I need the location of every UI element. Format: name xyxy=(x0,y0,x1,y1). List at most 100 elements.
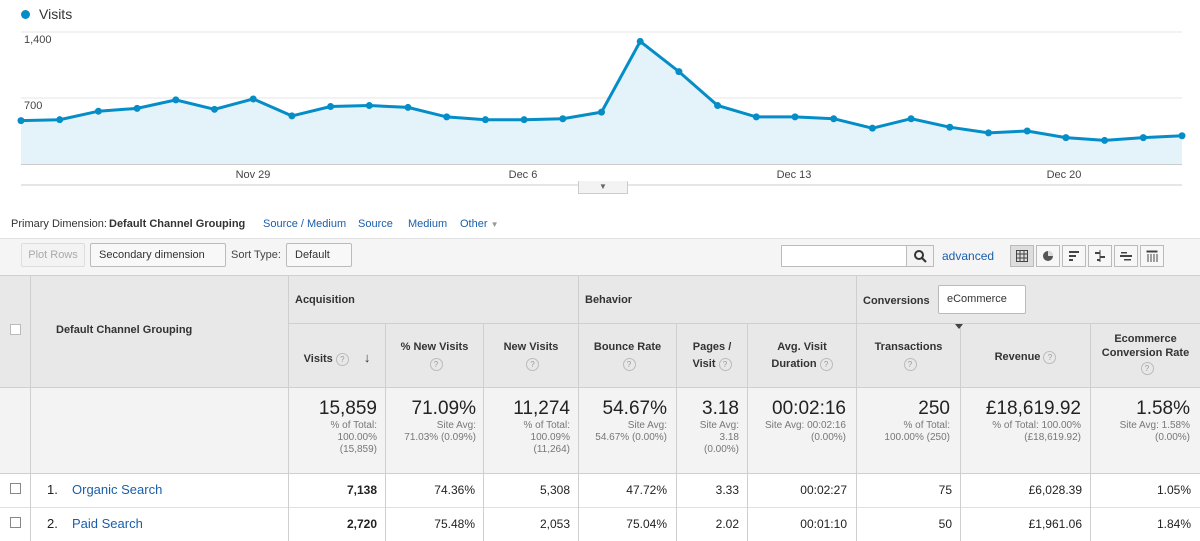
col-new-visits[interactable]: New Visits? xyxy=(484,339,578,373)
data-point[interactable] xyxy=(249,95,257,103)
pie-chart-icon xyxy=(1043,251,1053,261)
data-point[interactable] xyxy=(481,116,489,124)
data-point[interactable] xyxy=(675,68,683,76)
data-point[interactable] xyxy=(1023,127,1031,135)
help-icon[interactable]: ? xyxy=(718,357,732,371)
data-point[interactable] xyxy=(1062,134,1070,142)
col-avg-duration-label-2: Duration xyxy=(771,358,817,370)
data-point[interactable] xyxy=(791,113,799,121)
data-point[interactable] xyxy=(443,113,451,121)
chart-collapse-handle[interactable]: ▼ xyxy=(578,181,628,194)
dim-link-source-medium[interactable]: Source / Medium xyxy=(263,218,347,230)
total-revenue: £18,619.92 % of Total: 100.00% (£18,619.… xyxy=(961,398,1081,444)
row-cell-bounce: 75.04% xyxy=(626,517,667,531)
legend-label[interactable]: Visits xyxy=(39,6,73,22)
col-avg-duration[interactable]: Avg. Visit Duration? xyxy=(748,339,856,373)
conversions-goal-dropdown[interactable]: eCommerce xyxy=(938,285,1026,329)
col-pages-visit[interactable]: Pages / Visit? xyxy=(677,339,747,373)
plot-rows-button[interactable]: Plot Rows xyxy=(21,243,85,267)
total-bounce-rate: 54.67% Site Avg: 54.67% (0.00%) xyxy=(579,398,667,444)
col-pct-new-visits[interactable]: % New Visits? xyxy=(386,339,483,373)
help-icon[interactable]: ? xyxy=(819,357,833,371)
x-tick-nov29: Nov 29 xyxy=(235,169,271,181)
data-point[interactable] xyxy=(520,116,528,124)
help-icon[interactable]: ? xyxy=(622,357,636,371)
data-point[interactable] xyxy=(1139,134,1147,142)
view-comparison-button[interactable] xyxy=(1088,245,1112,267)
view-pie-button[interactable] xyxy=(1036,245,1060,267)
sort-type-value: Default xyxy=(295,249,330,261)
dimension-column-header[interactable]: Default Channel Grouping xyxy=(56,324,193,336)
view-pivot-button[interactable] xyxy=(1140,245,1164,267)
data-point[interactable] xyxy=(559,115,567,123)
data-point[interactable] xyxy=(985,129,992,137)
data-point[interactable] xyxy=(56,116,64,124)
comparison-icon xyxy=(1095,250,1105,262)
col-bounce-rate[interactable]: Bounce Rate? xyxy=(579,339,676,373)
col-ecr-label-1: Ecommerce xyxy=(1114,333,1177,345)
sort-type-dropdown[interactable]: Default xyxy=(286,243,352,280)
data-point[interactable] xyxy=(946,123,954,131)
total-sub: (11,264) xyxy=(533,444,570,455)
help-icon[interactable]: ? xyxy=(429,357,443,371)
x-tick-dec6: Dec 6 xyxy=(508,169,538,181)
view-term-cloud-button[interactable] xyxy=(1114,245,1138,267)
row-dimension-link[interactable]: Organic Search xyxy=(72,482,163,497)
secondary-dimension-dropdown[interactable]: Secondary dimension xyxy=(90,243,226,280)
total-bounce-value: 54.67% xyxy=(602,398,667,419)
help-icon[interactable]: ? xyxy=(526,357,539,371)
data-point[interactable] xyxy=(133,104,141,112)
data-point[interactable] xyxy=(94,107,102,115)
data-point[interactable] xyxy=(907,115,915,123)
view-table-button[interactable] xyxy=(1010,245,1034,267)
total-sub: Site Avg: xyxy=(627,420,667,431)
advanced-filter-link[interactable]: advanced xyxy=(942,249,995,263)
row-dimension-link[interactable]: Paid Search xyxy=(72,516,143,531)
data-point[interactable] xyxy=(598,108,605,116)
data-point[interactable] xyxy=(752,113,760,121)
data-point[interactable] xyxy=(288,112,296,120)
help-icon[interactable]: ? xyxy=(903,357,917,371)
row-number: 1. xyxy=(47,482,58,497)
help-icon[interactable]: ? xyxy=(1043,350,1057,364)
col-ecommerce-conversion-rate[interactable]: Ecommerce Conversion Rate ? xyxy=(1091,332,1200,375)
data-point[interactable] xyxy=(172,96,180,104)
data-point[interactable] xyxy=(365,102,373,110)
search-button[interactable] xyxy=(906,245,934,267)
dim-link-source[interactable]: Source xyxy=(358,218,393,230)
total-sub: (15,859) xyxy=(339,444,377,455)
data-point[interactable] xyxy=(327,102,335,110)
data-point[interactable] xyxy=(1101,136,1109,144)
col-visits-label: Visits xyxy=(303,353,333,365)
col-visits[interactable]: Visits? ↓ xyxy=(289,349,385,368)
row-checkbox[interactable] xyxy=(10,483,21,494)
total-sub: % of Total: xyxy=(330,420,377,431)
help-icon[interactable]: ? xyxy=(1140,362,1154,375)
view-performance-button[interactable] xyxy=(1062,245,1086,267)
dim-link-other[interactable]: Other ▼ xyxy=(460,218,499,230)
table-search-input[interactable] xyxy=(781,245,907,267)
group-behavior: Behavior xyxy=(585,294,633,306)
col-bounce-rate-label: Bounce Rate xyxy=(593,341,662,353)
col-new-visits-label: New Visits xyxy=(503,341,559,353)
data-point[interactable] xyxy=(868,124,876,132)
total-avg-duration: 00:02:16 Site Avg: 00:02:16 (0.00%) xyxy=(748,398,846,444)
col-revenue[interactable]: Revenue? xyxy=(961,349,1090,366)
data-point[interactable] xyxy=(404,103,412,111)
col-transactions[interactable]: Transactions? xyxy=(857,339,960,373)
data-point[interactable] xyxy=(211,105,218,113)
data-point[interactable] xyxy=(17,117,25,125)
row-checkbox[interactable] xyxy=(10,517,21,528)
total-sub: % of Total: xyxy=(523,420,570,431)
row-cell-transactions: 75 xyxy=(938,483,952,497)
dim-link-medium[interactable]: Medium xyxy=(408,218,448,230)
help-icon[interactable]: ? xyxy=(335,352,349,366)
select-all-checkbox[interactable] xyxy=(10,324,21,335)
data-point[interactable] xyxy=(1178,132,1186,140)
data-point[interactable] xyxy=(636,37,644,45)
data-point[interactable] xyxy=(714,102,722,110)
total-sub: (0.00%) xyxy=(1154,432,1190,443)
col-revenue-label: Revenue xyxy=(994,351,1041,363)
row-cell-bounce: 47.72% xyxy=(626,483,667,497)
data-point[interactable] xyxy=(830,115,838,123)
